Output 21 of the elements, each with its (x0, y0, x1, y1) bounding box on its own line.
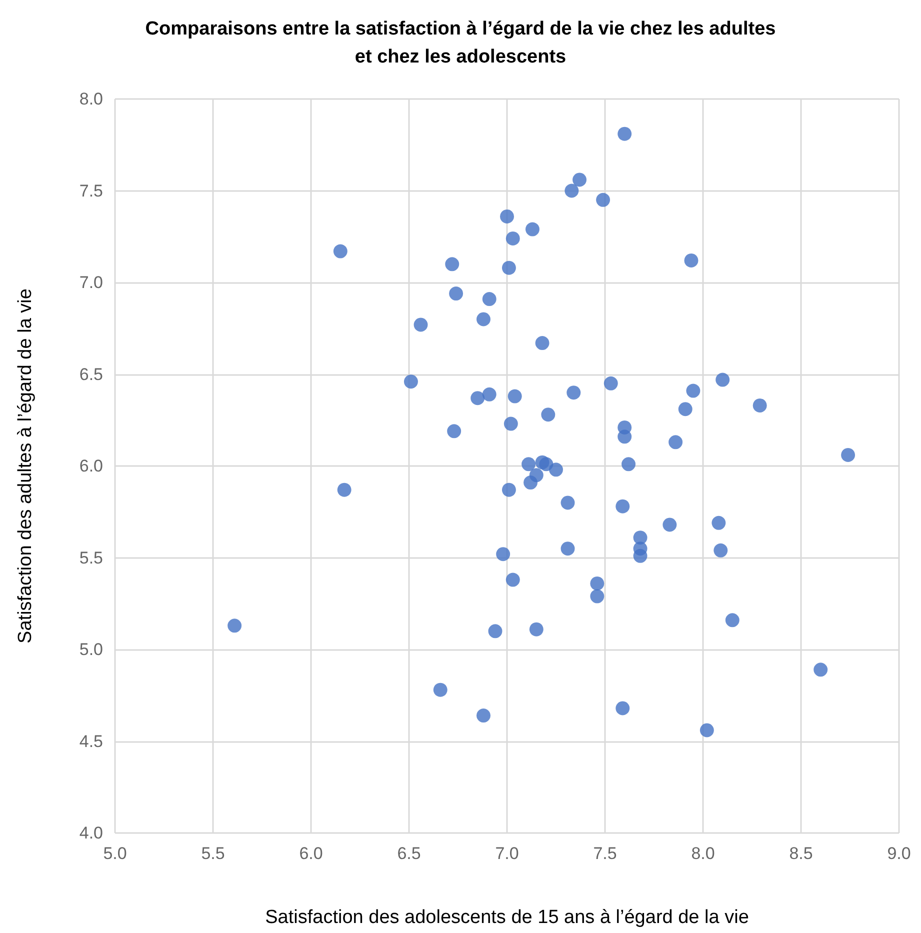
x-tick-label: 6.0 (299, 844, 323, 863)
y-tick-label: 5.0 (79, 640, 103, 659)
x-axis-title: Satisfaction des adolescents de 15 ans à l’égard de la vie (265, 907, 749, 928)
y-tick-label: 7.0 (79, 273, 103, 292)
x-tick-label: 8.5 (789, 844, 813, 863)
x-tick-label: 9.0 (887, 844, 911, 863)
x-tick-label: 5.5 (201, 844, 225, 863)
x-tick-label: 7.5 (593, 844, 617, 863)
y-tick-label: 6.0 (79, 456, 103, 476)
x-tick-label: 6.5 (397, 844, 421, 863)
y-tick-label: 4.5 (79, 732, 103, 751)
y-tick-label: 4.0 (79, 824, 103, 842)
y-tick-label: 8.0 (79, 90, 103, 108)
y-tick-label: 6.5 (79, 364, 103, 384)
x-tick-label: 7.0 (495, 844, 519, 863)
y-axis-title: Satisfaction des adultes à l’égard de la vie (15, 288, 36, 644)
y-tick-label: 7.5 (79, 181, 103, 200)
y-tick-label: 5.5 (79, 548, 103, 568)
x-tick-label: 8.0 (691, 844, 715, 863)
x-tick-label: 5.0 (103, 844, 127, 863)
chart-title: Comparaisons entre la satisfaction à l’égard de la vie chez les adultes et chez les adolescents (145, 18, 776, 68)
